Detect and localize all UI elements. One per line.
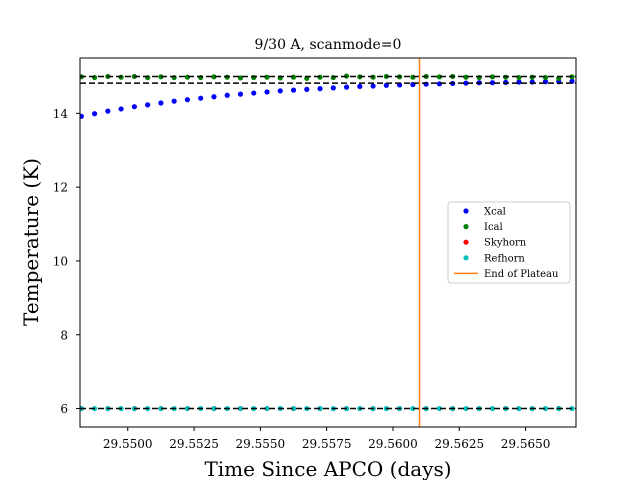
y-tick-label: 6 xyxy=(60,402,68,416)
data-point-refhorn xyxy=(237,405,244,412)
y-axis-label: Temperature (K) xyxy=(19,158,43,326)
data-point-refhorn xyxy=(489,405,496,412)
data-point-xcal xyxy=(91,111,98,117)
x-tick-label: 29.5550 xyxy=(236,437,286,451)
x-tick-label: 29.5625 xyxy=(434,437,484,451)
data-point-xcal xyxy=(184,97,191,103)
data-point-ical xyxy=(569,74,575,80)
data-point-xcal xyxy=(131,104,137,110)
x-tick-label: 29.5575 xyxy=(302,437,352,451)
data-point-refhorn xyxy=(463,405,469,412)
legend-label: Xcal xyxy=(484,207,506,218)
reference-lines xyxy=(80,58,576,427)
y-tick-label: 10 xyxy=(53,254,68,268)
legend-marker xyxy=(463,239,469,245)
legend-label: Refhorn xyxy=(484,253,525,264)
data-point-ical xyxy=(436,74,442,80)
legend: Xcal Ical Skyhorn Refhorn End of Plateau xyxy=(447,201,571,284)
legend-label: End of Plateau xyxy=(484,269,559,280)
y-tick-label: 14 xyxy=(53,107,69,121)
data-point-refhorn xyxy=(211,405,217,412)
legend-label: Ical xyxy=(484,222,503,233)
legend-marker xyxy=(463,208,469,214)
data-point-refhorn xyxy=(569,405,575,412)
x-axis-label: Time Since APCO (days) xyxy=(204,457,451,480)
x-tick-label: 29.5500 xyxy=(103,437,153,451)
data-point-xcal xyxy=(304,86,310,92)
data-point-xcal xyxy=(383,82,389,88)
data-point-xcal xyxy=(145,102,151,108)
y-tick-label: 12 xyxy=(53,181,68,195)
data-point-refhorn xyxy=(158,405,164,412)
x-tick-label: 29.5525 xyxy=(169,437,219,451)
data-point-xcal xyxy=(105,108,111,114)
y-tick-label: 8 xyxy=(60,328,68,342)
data-point-ical xyxy=(158,74,164,80)
data-point-xcal xyxy=(211,94,217,100)
data-point-refhorn xyxy=(317,405,323,412)
data-point-refhorn xyxy=(436,405,442,412)
x-tick-label: 29.5600 xyxy=(368,437,418,451)
legend-marker xyxy=(463,255,469,261)
data-point-ical xyxy=(211,74,217,80)
data-point-xcal xyxy=(357,83,363,90)
data-point-ical xyxy=(237,75,244,81)
data-point-ical xyxy=(489,74,496,80)
data-point-xcal xyxy=(237,91,244,97)
data-point-xcal xyxy=(198,95,204,101)
data-point-xcal xyxy=(264,89,270,95)
series-refhorn xyxy=(80,405,575,412)
legend-box xyxy=(447,201,571,284)
y-axis: 6 8 10 12 14 xyxy=(53,107,80,416)
data-point-xcal xyxy=(251,90,257,96)
series-xcal xyxy=(80,78,575,119)
data-point-xcal xyxy=(343,84,350,90)
data-point-xcal xyxy=(277,88,283,94)
data-point-xcal xyxy=(118,106,124,112)
data-point-xcal xyxy=(463,80,469,86)
data-point-xcal xyxy=(224,92,230,98)
data-point-refhorn xyxy=(516,405,522,412)
plot-frame xyxy=(79,57,577,428)
data-point-xcal xyxy=(370,83,376,89)
data-point-refhorn xyxy=(542,405,549,412)
data-point-xcal xyxy=(330,85,336,91)
x-axis: 29.5500 29.5525 29.5550 29.5575 29.5600 29.56… xyxy=(103,427,550,451)
data-point-refhorn xyxy=(290,405,297,412)
data-point-xcal xyxy=(290,87,297,93)
chart-title: 9/30 A, scanmode=0 xyxy=(255,37,402,53)
legend-marker xyxy=(463,224,469,230)
data-point-refhorn xyxy=(184,405,191,412)
x-tick-label: 29.5650 xyxy=(501,437,551,451)
data-point-xcal xyxy=(489,80,496,86)
data-point-refhorn xyxy=(410,405,416,412)
data-point-refhorn xyxy=(264,405,270,412)
data-point-xcal xyxy=(171,98,177,104)
data-point-xcal xyxy=(317,86,323,92)
legend-label: Skyhorn xyxy=(484,238,527,249)
data-point-xcal xyxy=(80,113,84,119)
data-point-xcal xyxy=(158,100,164,106)
